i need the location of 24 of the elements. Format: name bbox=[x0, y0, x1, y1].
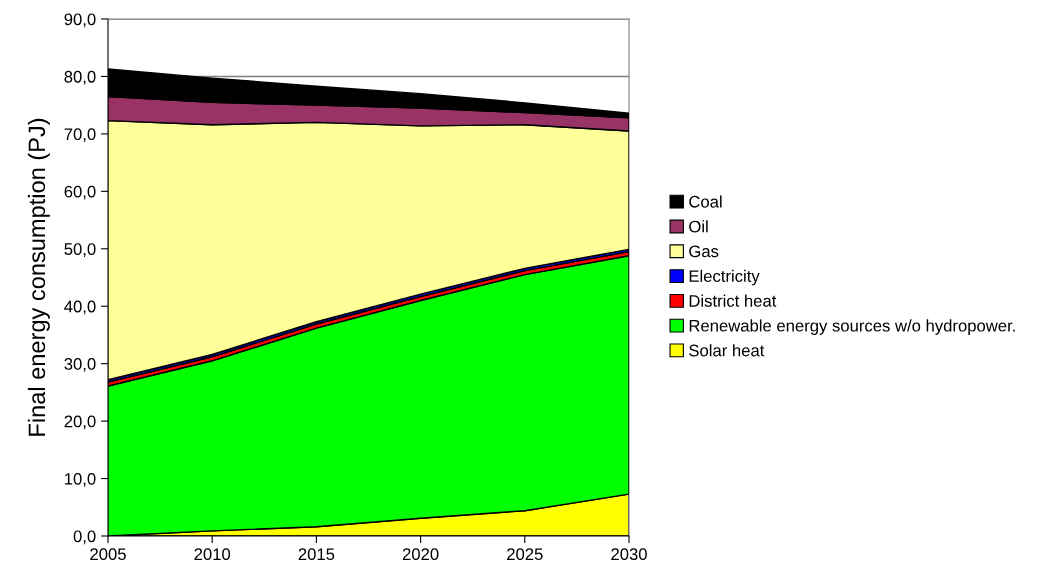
legend-label: Oil bbox=[689, 220, 708, 233]
legend-label: Electricity bbox=[689, 269, 760, 286]
x-tick-label: 2005 bbox=[90, 548, 126, 561]
x-tick-label: 2010 bbox=[194, 548, 231, 561]
x-tick-label: 2025 bbox=[507, 548, 543, 561]
y-tick-label: 70,0 bbox=[64, 128, 96, 143]
legend-label: Solar heat bbox=[689, 344, 765, 357]
y-tick-label: 90,0 bbox=[64, 13, 96, 28]
y-tick-label: 40,0 bbox=[64, 300, 96, 315]
y-tick-label: 30,0 bbox=[64, 358, 96, 372]
y-tick-label: 10,0 bbox=[65, 472, 96, 487]
x-tick-label: 2015 bbox=[298, 548, 335, 561]
y-tick-label: 0,0 bbox=[73, 530, 96, 545]
legend-label: Renewable energy sources w/o hydropower. bbox=[689, 319, 1015, 335]
y-tick-label: 20,0 bbox=[64, 415, 96, 430]
y-axis-title: Final energy consumption (PJ) bbox=[27, 118, 50, 436]
y-tick-label: 80,0 bbox=[64, 70, 96, 85]
y-tick-label: 60,0 bbox=[64, 185, 96, 200]
x-tick-label: 2020 bbox=[402, 548, 439, 561]
legend-label: Coal bbox=[689, 195, 722, 208]
x-tick-label: 2030 bbox=[611, 548, 647, 561]
legend-label: Gas bbox=[689, 245, 719, 258]
y-tick-label: 50,0 bbox=[64, 243, 96, 257]
legend-label: District heat bbox=[689, 294, 777, 307]
